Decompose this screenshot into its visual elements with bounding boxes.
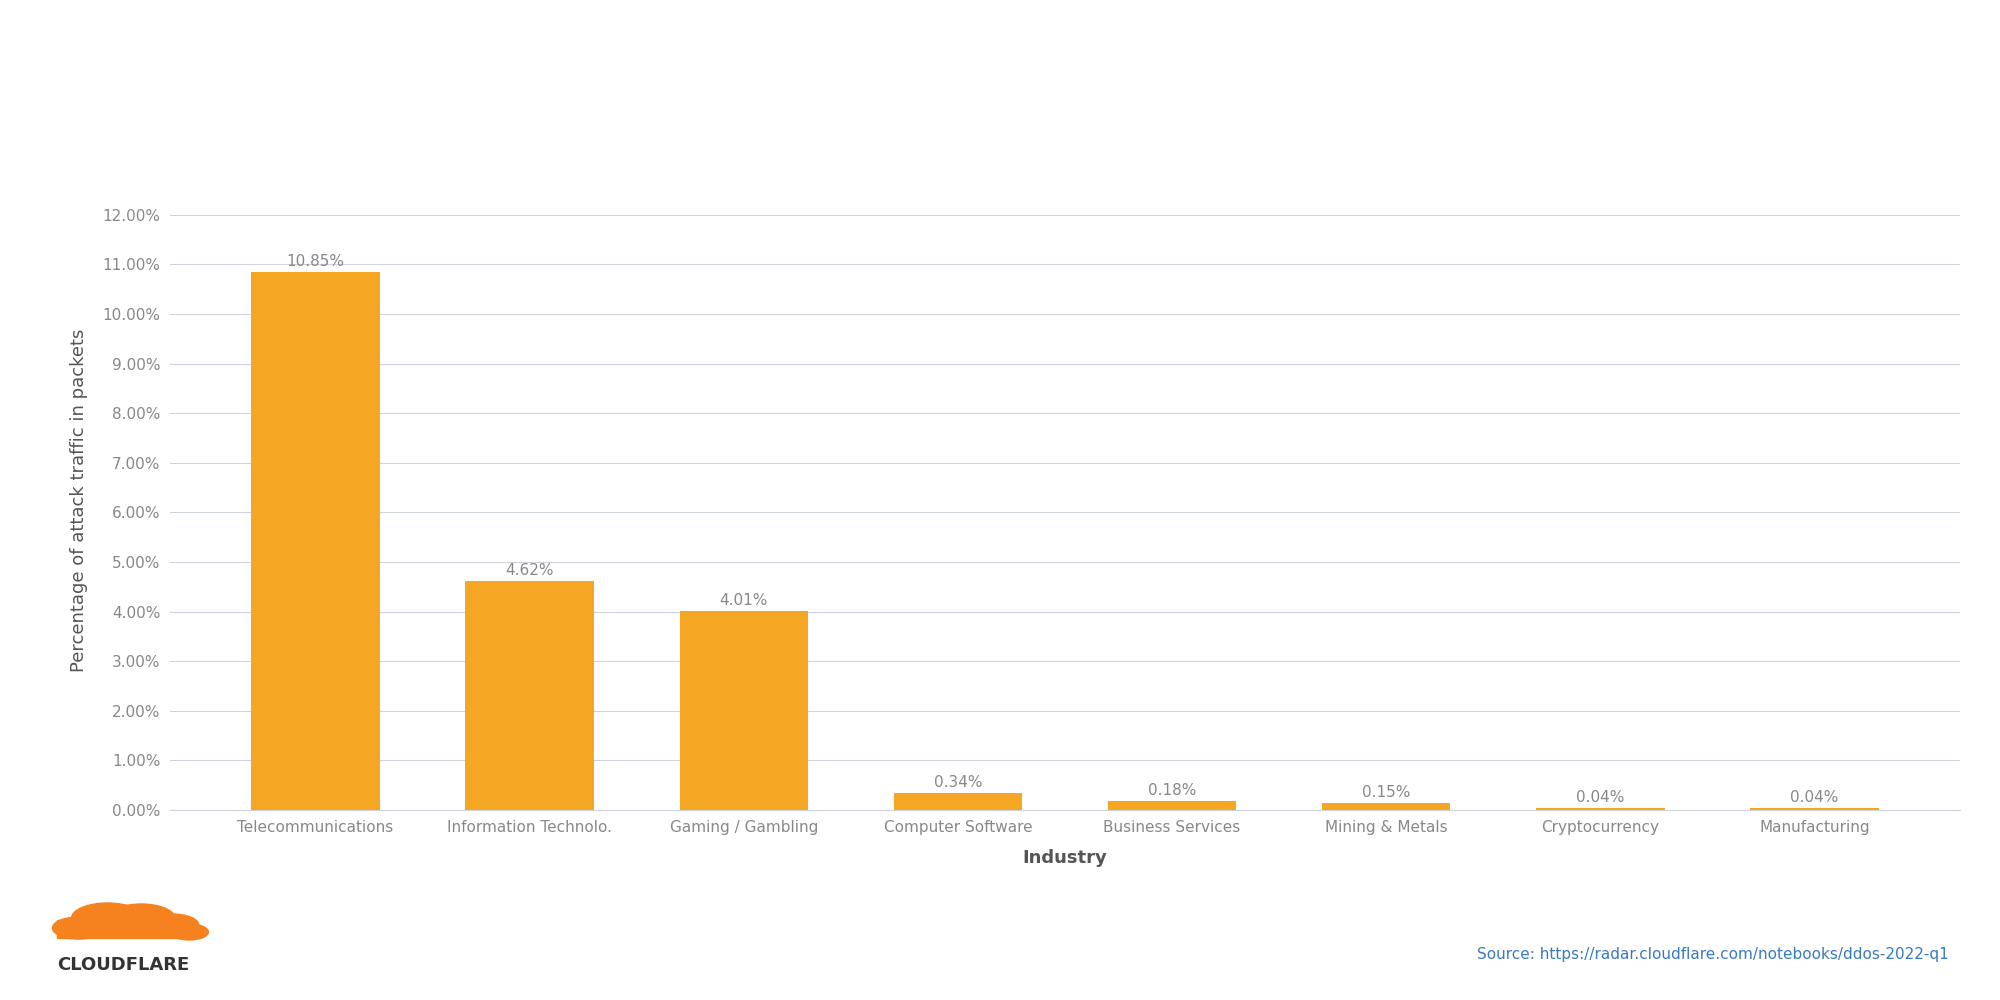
Bar xyxy=(466,581,594,810)
Y-axis label: Percentage of attack traffic in packets: Percentage of attack traffic in packets xyxy=(70,328,88,672)
Circle shape xyxy=(72,903,144,933)
Bar xyxy=(680,611,808,810)
Text: 10.85%: 10.85% xyxy=(286,254,344,269)
Bar xyxy=(1322,803,1450,810)
Bar xyxy=(1108,801,1236,810)
Bar xyxy=(1536,808,1664,810)
Text: 4.01%: 4.01% xyxy=(720,593,768,608)
Text: Network-Layer DDoS Attacks - Distribution of packets by industry: Network-Layer DDoS Attacks - Distributio… xyxy=(50,67,1180,96)
Bar xyxy=(252,272,380,810)
Text: 4.62%: 4.62% xyxy=(506,563,554,578)
Circle shape xyxy=(170,924,208,940)
Circle shape xyxy=(52,917,106,939)
Text: 0.04%: 0.04% xyxy=(1790,790,1838,805)
Bar xyxy=(894,793,1022,810)
Bar xyxy=(1750,808,1878,810)
Text: Source: https://radar.cloudflare.com/notebooks/ddos-2022-q1: Source: https://radar.cloudflare.com/not… xyxy=(1476,948,1948,962)
Text: 0.34%: 0.34% xyxy=(934,775,982,790)
Text: CLOUDFLARE: CLOUDFLARE xyxy=(58,956,190,974)
Text: 0.15%: 0.15% xyxy=(1362,785,1410,800)
X-axis label: Industry: Industry xyxy=(1022,849,1108,867)
Circle shape xyxy=(146,914,198,936)
Bar xyxy=(58,920,190,938)
Text: 0.18%: 0.18% xyxy=(1148,783,1196,798)
Text: 0.04%: 0.04% xyxy=(1576,790,1624,805)
Circle shape xyxy=(108,904,174,932)
